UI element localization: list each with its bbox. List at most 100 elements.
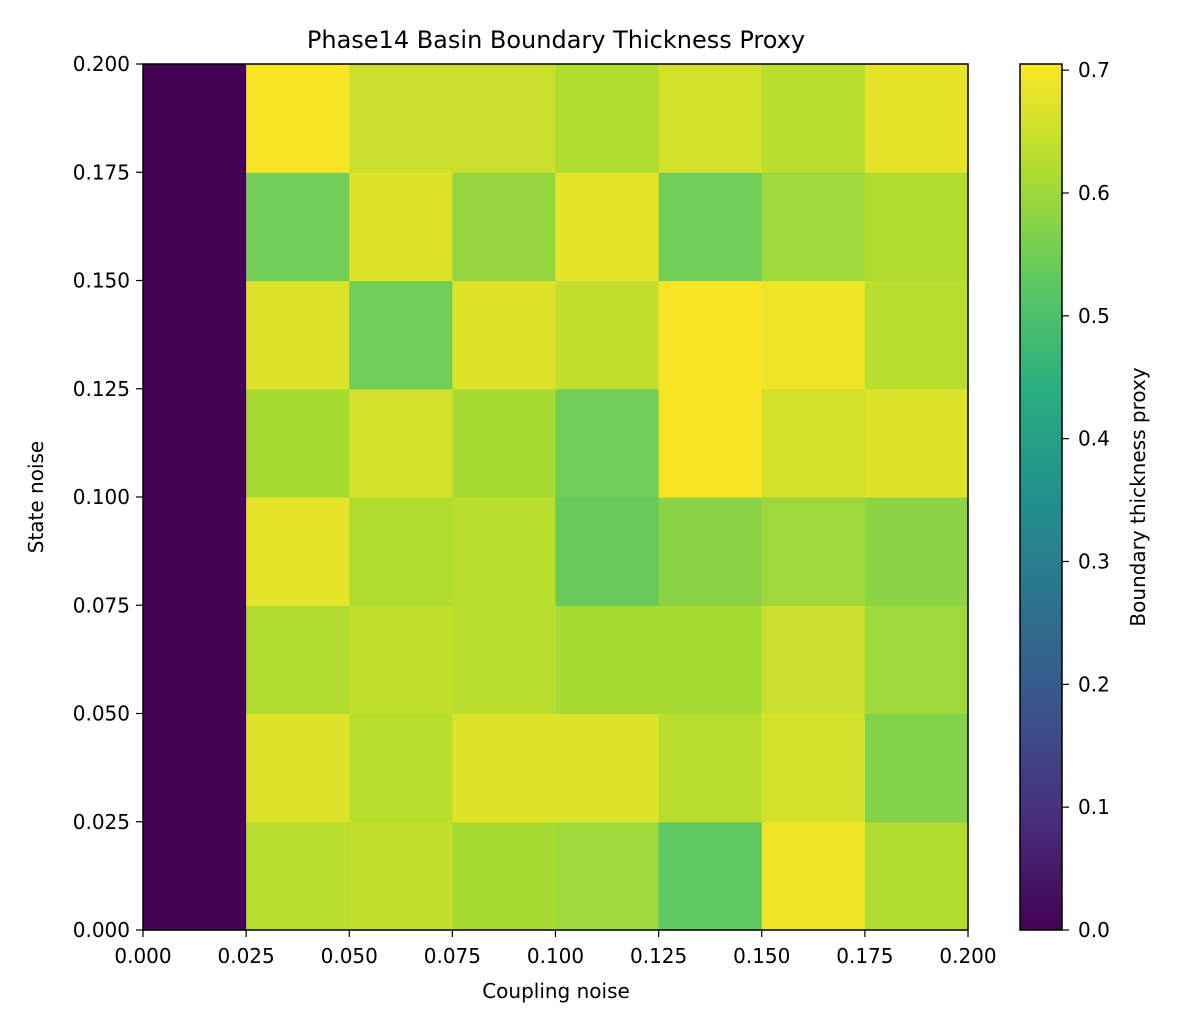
chart-title: Phase14 Basin Boundary Thickness Proxy <box>307 26 805 54</box>
heatmap-cell <box>246 280 350 390</box>
heatmap-cell <box>143 64 247 173</box>
heatmap-cell <box>349 64 453 173</box>
heatmap-cell <box>349 821 453 931</box>
y-axis-label: State noise <box>24 441 48 554</box>
x-tick-label: 0.075 <box>424 944 481 968</box>
heatmap-cell <box>349 497 453 606</box>
y-tick-label: 0.000 <box>73 918 130 942</box>
x-axis-label: Coupling noise <box>482 979 630 1003</box>
y-tick-label: 0.025 <box>73 810 130 834</box>
heatmap-cell <box>555 605 660 715</box>
x-tick-label: 0.200 <box>939 944 996 968</box>
heatmap-cell <box>349 713 453 823</box>
heatmap-cell <box>864 821 969 931</box>
heatmap-cells <box>143 64 969 931</box>
heatmap-cell <box>761 64 866 173</box>
heatmap-cell <box>349 388 453 498</box>
heatmap-cell <box>452 64 557 173</box>
colorbar-tick-label: 0.0 <box>1078 918 1110 942</box>
heatmap-cell <box>143 388 247 498</box>
heatmap-cell <box>555 64 660 173</box>
heatmap-cell <box>864 497 969 606</box>
heatmap-cell <box>246 172 350 282</box>
heatmap-cell <box>761 713 866 823</box>
heatmap-cell <box>246 497 350 606</box>
heatmap-cell <box>761 172 866 282</box>
x-tick-label: 0.025 <box>217 944 274 968</box>
y-tick-label: 0.150 <box>73 269 130 293</box>
colorbar-tick-label: 0.4 <box>1078 427 1110 451</box>
heatmap-cell <box>555 821 660 931</box>
heatmap-cell <box>761 280 866 390</box>
heatmap-cell <box>349 605 453 715</box>
y-tick-label: 0.200 <box>73 52 130 76</box>
heatmap-cell <box>864 388 969 498</box>
heatmap-cell <box>864 605 969 715</box>
heatmap-cell <box>864 280 969 390</box>
colorbar-tick-label: 0.5 <box>1078 304 1110 328</box>
colorbar-tick-label: 0.1 <box>1078 795 1110 819</box>
colorbar-tick-label: 0.2 <box>1078 672 1110 696</box>
heatmap-cell <box>555 388 660 498</box>
x-tick-label: 0.000 <box>114 944 171 968</box>
heatmap-cell <box>658 172 763 282</box>
heatmap-cell <box>864 713 969 823</box>
heatmap-cell <box>452 280 557 390</box>
x-tick-label: 0.150 <box>733 944 790 968</box>
heatmap-cell <box>658 497 763 606</box>
y-tick-label: 0.075 <box>73 593 130 617</box>
heatmap-cell <box>349 280 453 390</box>
heatmap-cell <box>143 821 247 931</box>
heatmap-cell <box>658 821 763 931</box>
y-axis: 0.000 0.025 0.050 0.075 0.100 0.125 0.150 0.175… <box>73 52 143 942</box>
heatmap-cell <box>761 605 866 715</box>
heatmap-cell <box>452 605 557 715</box>
x-axis: 0.000 0.025 0.050 0.075 0.100 0.125 0.150 0.175… <box>114 930 997 968</box>
heatmap-cell <box>555 280 660 390</box>
heatmap-cell <box>555 497 660 606</box>
heatmap-cell <box>143 605 247 715</box>
heatmap-cell <box>555 172 660 282</box>
heatmap-cell <box>246 821 350 931</box>
heatmap-cell <box>246 388 350 498</box>
heatmap-cell <box>246 64 350 173</box>
heatmap-cell <box>452 172 557 282</box>
heatmap-cell <box>658 280 763 390</box>
x-tick-label: 0.125 <box>630 944 687 968</box>
heatmap-cell <box>143 497 247 606</box>
y-tick-label: 0.125 <box>73 377 130 401</box>
heatmap-cell <box>658 388 763 498</box>
heatmap-cell <box>658 713 763 823</box>
heatmap-cell <box>246 605 350 715</box>
colorbar-tick-label: 0.3 <box>1078 549 1110 573</box>
heatmap-cell <box>246 713 350 823</box>
y-tick-label: 0.100 <box>73 485 130 509</box>
colorbar-label: Boundary thickness proxy <box>1126 367 1150 626</box>
x-tick-label: 0.100 <box>527 944 584 968</box>
heatmap-cell <box>658 64 763 173</box>
heatmap-cell <box>761 388 866 498</box>
heatmap-cell <box>761 821 866 931</box>
heatmap-cell <box>864 64 969 173</box>
colorbar-tick-label: 0.6 <box>1078 181 1110 205</box>
colorbar <box>1019 63 1063 931</box>
heatmap-cell <box>143 713 247 823</box>
heatmap-cell <box>452 497 557 606</box>
colorbar-ticks: 0.0 0.1 0.2 0.3 0.4 0.5 0.6 0.7 <box>1062 58 1110 942</box>
y-tick-label: 0.175 <box>73 160 130 184</box>
heatmap-cell <box>452 388 557 498</box>
x-tick-label: 0.050 <box>321 944 378 968</box>
heatmap-cell <box>864 172 969 282</box>
colorbar-tick-label: 0.7 <box>1078 58 1110 82</box>
heatmap-cell <box>143 280 247 390</box>
heatmap-cell <box>555 713 660 823</box>
heatmap-cell <box>143 172 247 282</box>
heatmap-cell <box>349 172 453 282</box>
heatmap-cell <box>452 821 557 931</box>
x-tick-label: 0.175 <box>836 944 893 968</box>
y-tick-label: 0.050 <box>73 702 130 726</box>
heatmap-cell <box>452 713 557 823</box>
heatmap-cell <box>658 605 763 715</box>
heatmap-cell <box>761 497 866 606</box>
